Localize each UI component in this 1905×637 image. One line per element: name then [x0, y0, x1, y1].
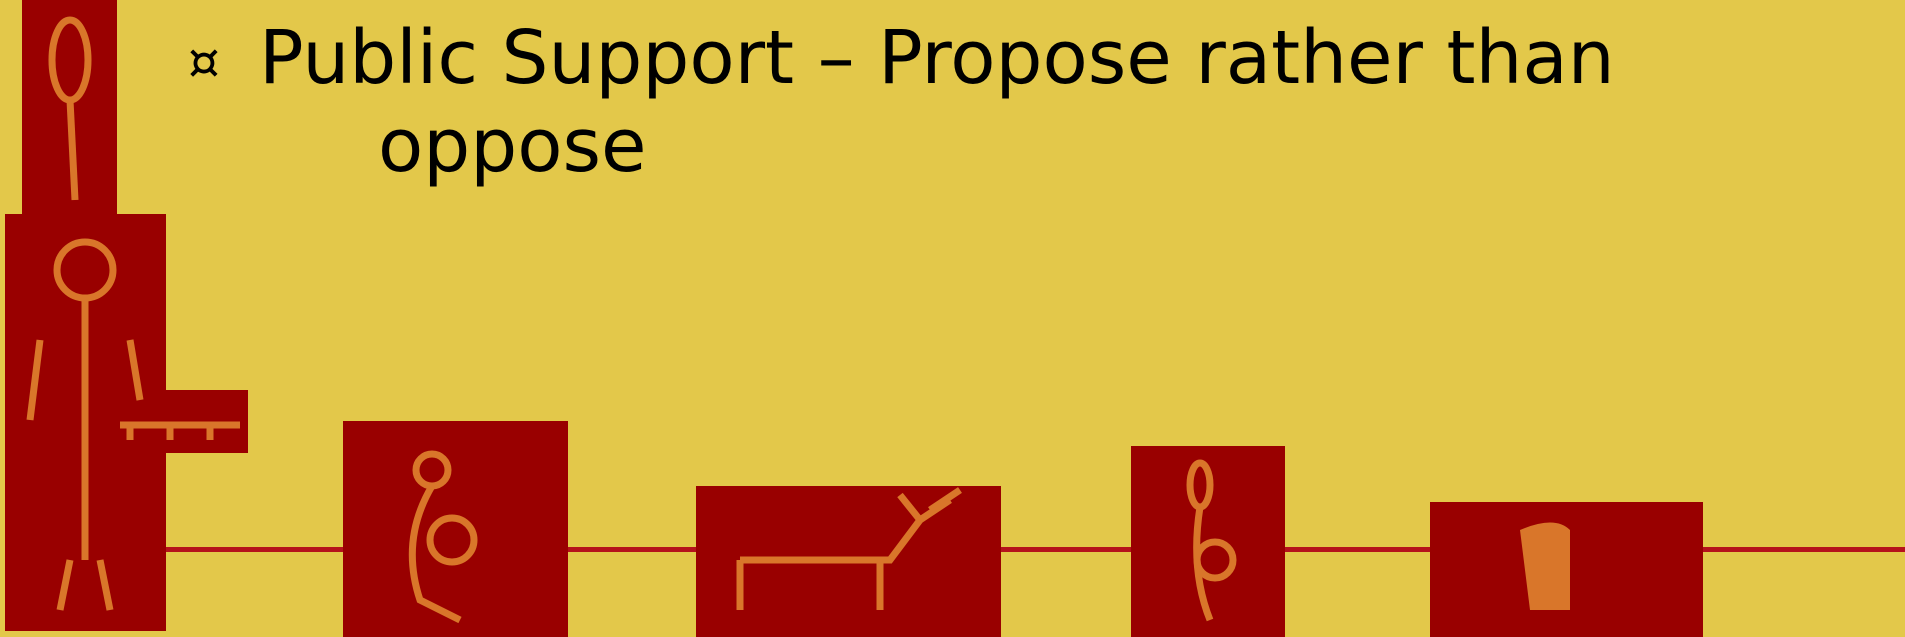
- slide: ¤ Public Support – Propose rather than o…: [0, 0, 1905, 637]
- bullet-text: Public Support – Propose rather than: [259, 14, 1615, 102]
- bullet-text: oppose: [378, 102, 647, 190]
- bullet-marker: ¤: [188, 18, 220, 106]
